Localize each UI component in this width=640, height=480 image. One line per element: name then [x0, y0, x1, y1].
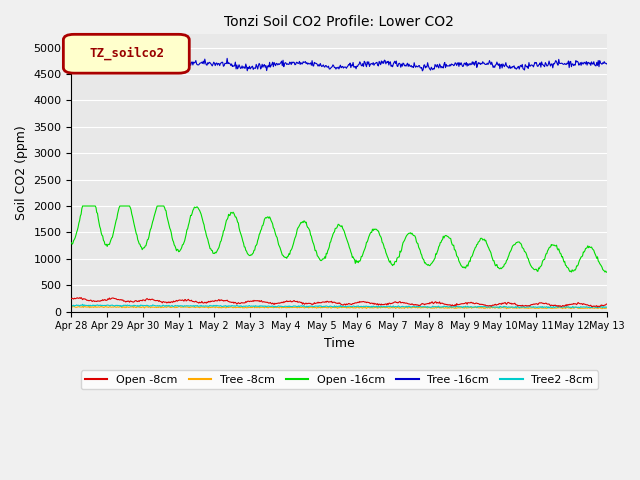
X-axis label: Time: Time — [324, 337, 355, 350]
FancyBboxPatch shape — [63, 35, 189, 73]
Text: TZ_soilco2: TZ_soilco2 — [89, 47, 164, 60]
Y-axis label: Soil CO2 (ppm): Soil CO2 (ppm) — [15, 126, 28, 220]
Title: Tonzi Soil CO2 Profile: Lower CO2: Tonzi Soil CO2 Profile: Lower CO2 — [225, 15, 454, 29]
Legend: Open -8cm, Tree -8cm, Open -16cm, Tree -16cm, Tree2 -8cm: Open -8cm, Tree -8cm, Open -16cm, Tree -… — [81, 371, 598, 389]
